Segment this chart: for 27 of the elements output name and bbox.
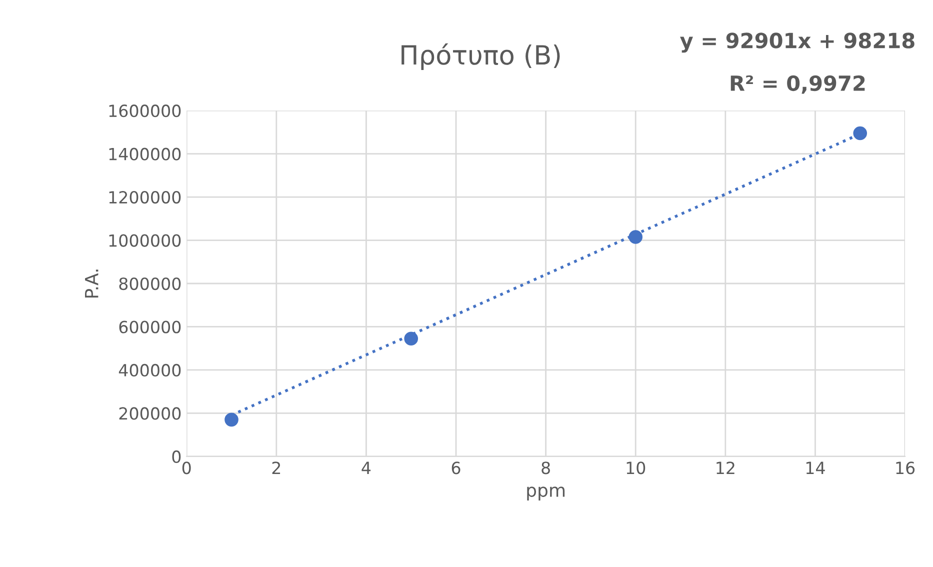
y-tick-label: 1000000 — [109, 234, 181, 247]
x-tick-label: 0 — [182, 462, 191, 474]
point — [853, 126, 868, 140]
text: R² = 0,9972 — [730, 75, 865, 94]
x-tick-label: 14 — [806, 462, 825, 474]
y-tick-label: 200000 — [119, 407, 181, 420]
y-tick-label: 600000 — [119, 320, 181, 334]
x-tick-label: 6 — [452, 462, 460, 474]
x-axis-title: ppm — [527, 486, 565, 500]
x-tick-label: 12 — [716, 462, 734, 474]
y-tick-label: 1200000 — [109, 190, 181, 204]
point — [628, 230, 643, 244]
x-tick-label: 4 — [362, 462, 371, 474]
y-tick-label: 1400000 — [109, 148, 181, 160]
chart-title: Πρότυπο (Β) — [402, 43, 560, 70]
point — [224, 412, 238, 427]
x-tick-label: 2 — [272, 462, 280, 474]
x-tick-label: 16 — [896, 462, 915, 474]
y-tick-label: 400000 — [118, 364, 181, 377]
x-tick-label: 10 — [626, 462, 646, 474]
y-tick-label: 0 — [172, 450, 181, 464]
y-tick-label: 800000 — [119, 277, 181, 290]
y-axis-title: P.A. — [85, 270, 98, 298]
x-tick-label: 8 — [542, 462, 550, 474]
y-tick-label: 1600000 — [109, 104, 181, 118]
point — [404, 332, 418, 346]
text: y = 92901x + 98218 — [680, 32, 914, 53]
